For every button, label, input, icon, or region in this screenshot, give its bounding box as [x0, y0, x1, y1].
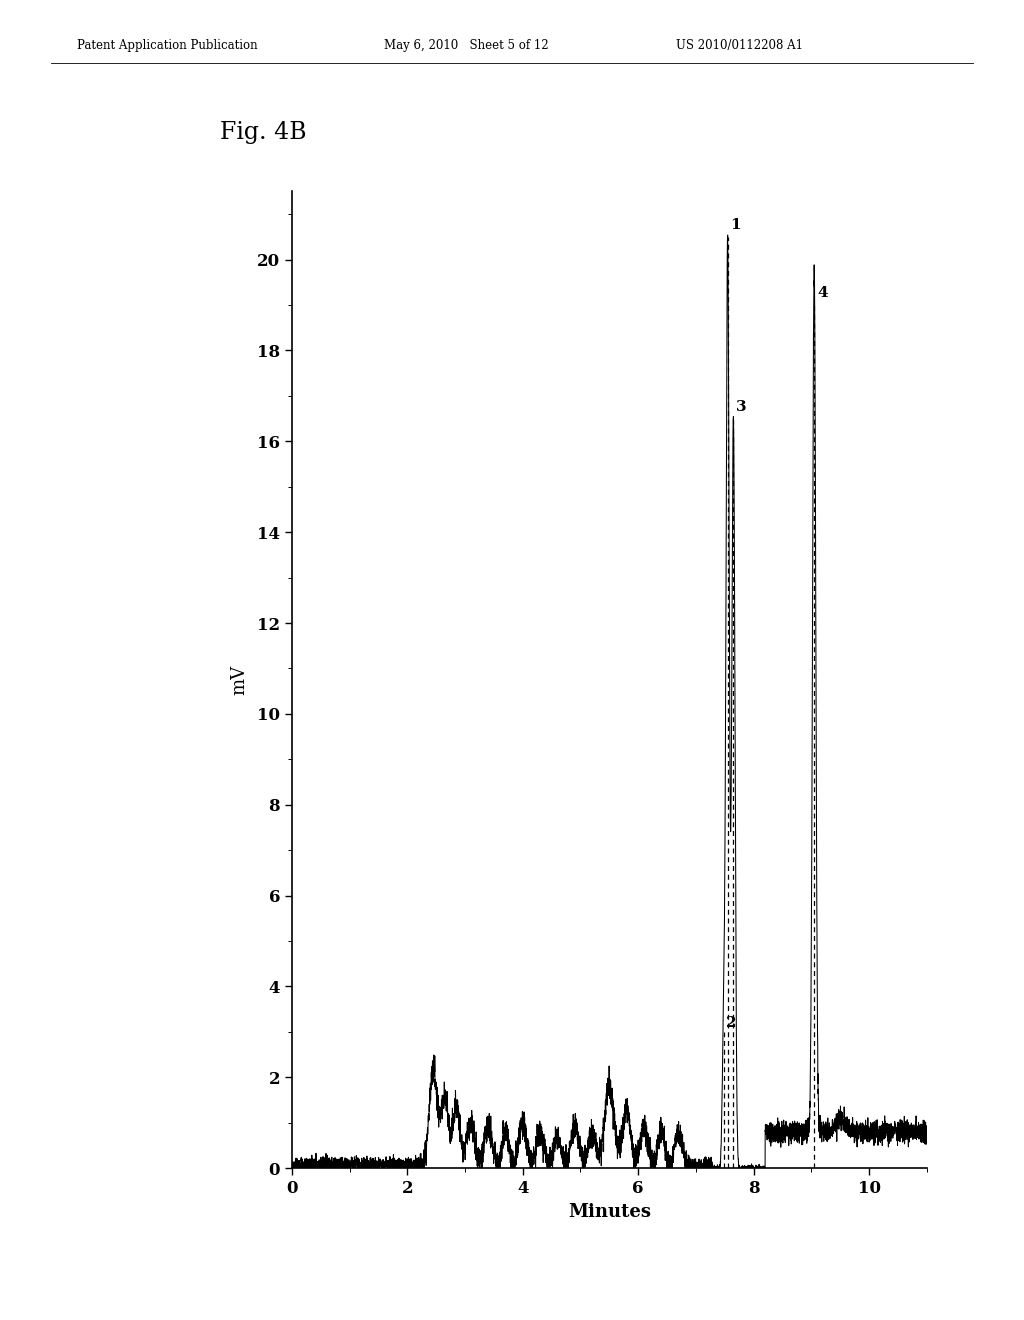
Y-axis label: mV: mV — [230, 665, 249, 694]
Text: 4: 4 — [817, 286, 827, 301]
Text: Fig. 4B: Fig. 4B — [220, 120, 307, 144]
Text: 2: 2 — [726, 1015, 737, 1030]
X-axis label: Minutes: Minutes — [567, 1203, 651, 1221]
Text: May 6, 2010   Sheet 5 of 12: May 6, 2010 Sheet 5 of 12 — [384, 38, 549, 51]
Text: 3: 3 — [736, 400, 746, 414]
Text: 1: 1 — [730, 218, 741, 232]
Text: Patent Application Publication: Patent Application Publication — [77, 38, 257, 51]
Text: US 2010/0112208 A1: US 2010/0112208 A1 — [676, 38, 803, 51]
